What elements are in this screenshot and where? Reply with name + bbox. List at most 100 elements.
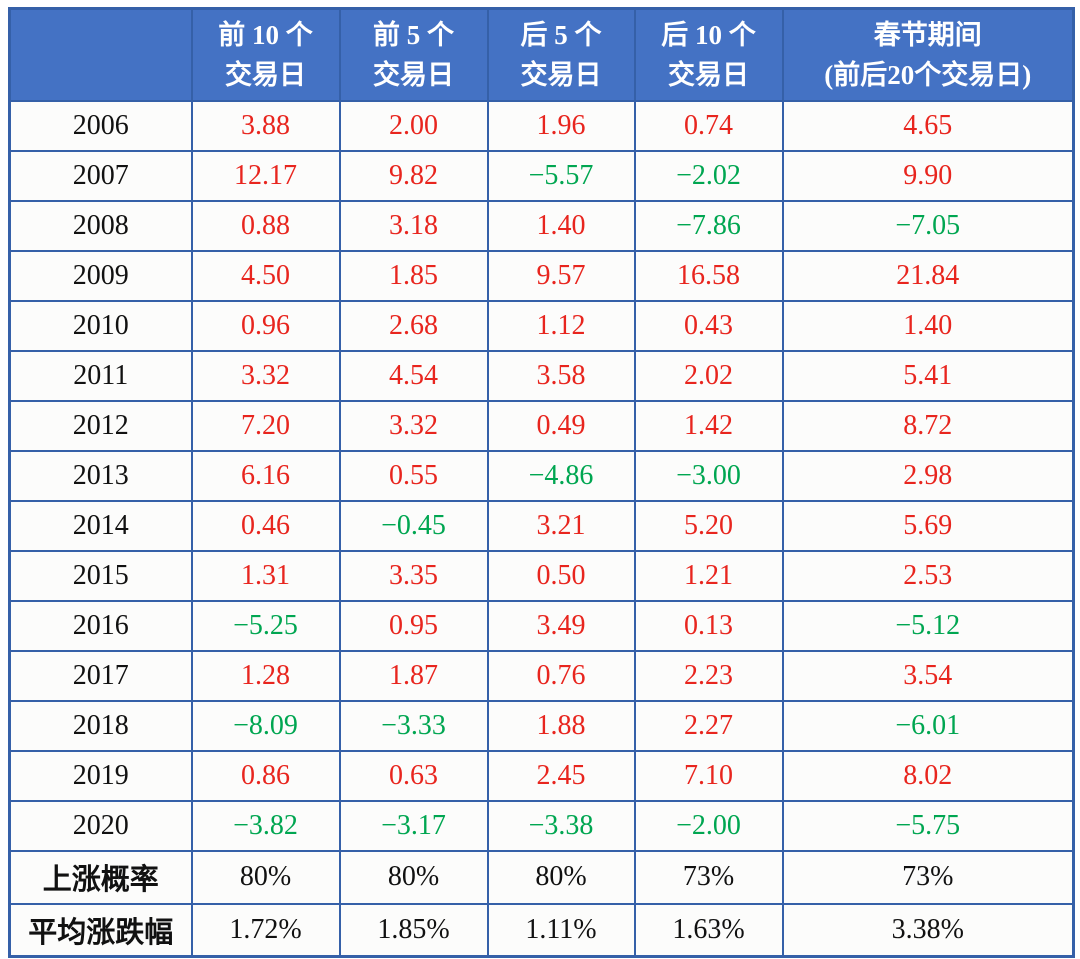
column-header-line2: 交易日 [373,59,454,90]
column-header-line2: 交易日 [520,59,602,90]
value-cell: 12.17 [190,149,341,202]
table-row: 2007 12.17 9.82 −5.57 −2.02 9.90 [8,149,1075,202]
table-header: 前 10 个交易日前 5 个交易日后 5 个交易日后 10 个交易日 春节期间 (前… [8,7,1075,102]
value-cell: −7.05 [781,199,1075,252]
column-header-line1: 前 10 个 [218,19,313,50]
value-cell: −2.02 [633,149,784,202]
year-cell: 2011 [8,349,193,402]
table-row: 2010 0.96 2.68 1.12 0.43 1.40 [8,299,1075,352]
year-cell: 2018 [8,699,193,752]
column-header-line1: 前 5 个 [373,19,454,50]
value-cell: 6.16 [190,449,341,502]
value-cell: 5.20 [633,499,784,552]
table-row: 2017 1.28 1.87 0.76 2.23 3.54 [8,649,1075,702]
value-cell: 2.98 [781,449,1075,502]
table-row: 2012 7.20 3.32 0.49 1.42 8.72 [8,399,1075,452]
value-cell: 3.32 [190,349,341,402]
summary-label-cell: 平均涨跌幅 [8,902,193,958]
value-cell: 5.69 [781,499,1075,552]
value-cell: 0.88 [190,199,341,252]
value-cell: 9.82 [338,149,489,202]
table-row: 2013 6.16 0.55 −4.86 −3.00 2.98 [8,449,1075,502]
table-row: 2019 0.86 0.63 2.45 7.10 8.02 [8,749,1075,802]
value-cell: −5.12 [781,599,1075,652]
value-cell: 0.50 [486,549,636,602]
value-cell: 3.32 [338,399,489,452]
column-header-line1: 后 10 个 [661,19,756,50]
summary-value-cell: 1.72% [190,902,341,958]
value-cell: 0.43 [633,299,784,352]
value-cell: 0.74 [633,99,784,152]
value-cell: −0.45 [338,499,489,552]
value-cell: 2.68 [338,299,489,352]
value-cell: 1.12 [486,299,636,352]
value-cell: 2.45 [486,749,636,802]
table-row: 2006 3.88 2.00 1.96 0.74 4.65 [8,99,1075,152]
year-cell: 2010 [8,299,193,352]
table-row: 2009 4.50 1.85 9.57 16.58 21.84 [8,249,1075,302]
summary-value-cell: 73% [781,849,1075,905]
summary-value-cell: 3.38% [781,902,1075,958]
year-cell: 2014 [8,499,193,552]
spring-festival-performance-table: 前 10 个交易日前 5 个交易日后 5 个交易日后 10 个交易日 春节期间 (前… [8,7,1075,958]
value-cell: 0.63 [338,749,489,802]
value-cell: 2.23 [633,649,784,702]
value-cell: 0.86 [190,749,341,802]
table-row: 2020 −3.82 −3.17 −3.38 −2.00 −5.75 [8,799,1075,852]
year-cell: 2012 [8,399,193,452]
value-cell: 1.42 [633,399,784,452]
year-cell: 2006 [8,99,193,152]
value-cell: 0.96 [190,299,341,352]
value-cell: −3.17 [338,799,489,852]
value-cell: 1.28 [190,649,341,702]
value-cell: −3.38 [486,799,636,852]
value-cell: 1.21 [633,549,784,602]
column-header-line2: 交易日 [225,59,306,90]
column-header-line1: 春节期间 [873,19,982,50]
summary-value-cell: 73% [633,849,784,905]
year-cell: 2013 [8,449,193,502]
value-cell: 1.88 [486,699,636,752]
value-cell: 16.58 [633,249,784,302]
table-row: 2008 0.88 3.18 1.40 −7.86 −7.05 [8,199,1075,252]
value-cell: −5.25 [190,599,341,652]
value-cell: 0.46 [190,499,341,552]
column-header: 前 10 个交易日 [190,7,341,102]
summary-value-cell: 80% [486,849,636,905]
value-cell: 3.88 [190,99,341,152]
value-cell: −6.01 [781,699,1075,752]
value-cell: 2.53 [781,549,1075,602]
value-cell: 8.02 [781,749,1075,802]
value-cell: 3.21 [486,499,636,552]
column-header: 春节期间 (前后20个交易日) [781,7,1075,102]
summary-row: 平均涨跌幅 1.72% 1.85% 1.11% 1.63% 3.38% [8,902,1075,958]
value-cell: −7.86 [633,199,784,252]
value-cell: 9.57 [486,249,636,302]
value-cell: 3.35 [338,549,489,602]
value-cell: 2.00 [338,99,489,152]
year-cell: 2008 [8,199,193,252]
year-cell: 2019 [8,749,193,802]
summary-value-cell: 80% [190,849,341,905]
year-cell: 2015 [8,549,193,602]
column-header: 后 10 个交易日 [633,7,784,102]
value-cell: 8.72 [781,399,1075,452]
summary-label-cell: 上涨概率 [8,849,193,905]
value-cell: 7.10 [633,749,784,802]
value-cell: 3.58 [486,349,636,402]
year-cell: 2016 [8,599,193,652]
column-header-line1: 后 5 个 [520,19,602,50]
value-cell: −5.57 [486,149,636,202]
year-cell: 2017 [8,649,193,702]
value-cell: 5.41 [781,349,1075,402]
value-cell: 3.54 [781,649,1075,702]
value-cell: 0.13 [633,599,784,652]
value-cell: 1.96 [486,99,636,152]
value-cell: −8.09 [190,699,341,752]
table-row: 2011 3.32 4.54 3.58 2.02 5.41 [8,349,1075,402]
column-header: 后 5 个交易日 [486,7,636,102]
value-cell: −3.33 [338,699,489,752]
summary-value-cell: 1.63% [633,902,784,958]
column-header-line2: 交易日 [668,59,749,90]
